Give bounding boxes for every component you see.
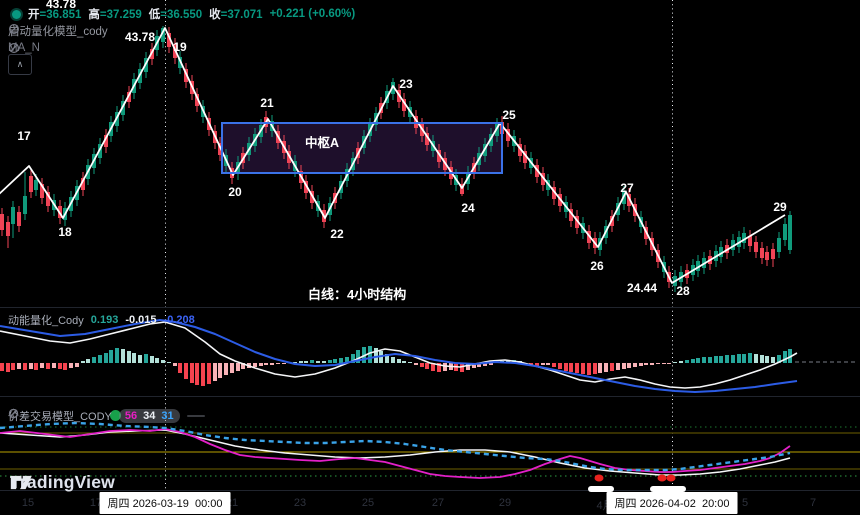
pivot-label: 26 [590, 259, 604, 273]
signal-marker-dot [657, 474, 667, 482]
panel2-magenta-line [0, 428, 791, 479]
high-label: 高 [88, 9, 100, 21]
close-label: 收 [209, 9, 221, 21]
indicator-legend-row-2: MA_N [8, 42, 48, 54]
crosshair-date-label-1: 周四 2026-03-19 00:00 [99, 492, 231, 514]
price-label-top: 43.78 [46, 0, 77, 11]
low-value: =36.550 [160, 9, 203, 21]
pivot-label: 27 [620, 181, 634, 195]
crosshair-date-label-2: 周四 2026-04-02 20:00 [606, 492, 738, 514]
time-tick-label: 25 [361, 497, 375, 509]
panel1-blue-line [0, 319, 798, 393]
time-tick-label: 17 [89, 497, 103, 509]
price-label-high: 43.78 [125, 30, 155, 44]
panel1-value-2: -0.015 [125, 314, 157, 326]
close-value: =37.071 [220, 9, 263, 21]
time-tick-label: 5 [741, 497, 749, 509]
signal-dot [110, 410, 121, 421]
panel2-values-pill: 56 34 31 [118, 409, 180, 423]
panel1-value-1: 0.193 [90, 314, 119, 326]
time-tick-label: 15 [21, 497, 35, 509]
open-value: =36.851 [39, 9, 82, 21]
collapse-legend-button[interactable]: ∧ [8, 54, 32, 75]
pivot-label: 19 [173, 40, 187, 54]
pivot-label: 22 [330, 227, 344, 241]
time-tick-label: 29 [498, 497, 512, 509]
panel2-title: 价差交易模型_CODY [8, 411, 112, 423]
tradingview-mark-icon [10, 475, 32, 490]
pivot-label: 29 [773, 200, 787, 214]
pivot-label: 20 [228, 185, 242, 199]
low-label: 低 [148, 9, 161, 21]
time-tick-label: 27 [431, 497, 445, 509]
pivot-label: 23 [399, 77, 413, 91]
pivot-label: 18 [58, 225, 72, 239]
panel2-legend: 价差交易模型_CODY 56 34 31 [8, 408, 219, 424]
time-tick-label: 7 [809, 497, 817, 509]
panel2-value-1: 56 [124, 410, 138, 422]
tradingview-logo[interactable]: TradingView [10, 472, 115, 493]
ohlc-legend: 开=36.851 高=37.259 低=36.550 收=37.071 +0.2… [12, 6, 355, 22]
box-label[interactable]: 中枢A [305, 136, 340, 150]
open-label: 开 [28, 9, 40, 21]
signal-marker-dot [594, 474, 604, 482]
pivot-label: 21 [260, 96, 274, 110]
series-status-icon [12, 9, 21, 19]
panel2-muted-pill [8, 408, 205, 419]
signal-marker-bar [588, 486, 614, 492]
pivot-label: 28 [676, 284, 690, 298]
pivot-label: 17 [17, 129, 31, 143]
pivot-label: 25 [502, 108, 516, 122]
indicator-legend-row-1: 启动量化模型_cody [8, 23, 116, 39]
signal-marker-dot [666, 474, 676, 482]
indicator-2-title: MA_N [8, 42, 40, 54]
tradingview-logo-text: TradingView [10, 472, 115, 492]
price-label-low: 24.44 [627, 281, 657, 295]
panel1-white-line [0, 321, 798, 389]
change-value: +0.221 (+0.60%) [269, 8, 356, 20]
central-zone-box-border[interactable] [221, 122, 503, 174]
panel2-value-2: 34 [143, 410, 156, 422]
panel1-value-3: -0.208 [163, 314, 195, 326]
panel1-legend: 动能量化_Cody 0.193 -0.015 -0.208 [8, 312, 195, 328]
time-tick-label: 23 [293, 497, 307, 509]
structure-note[interactable]: 白线：4小时结构 [308, 287, 407, 302]
zigzag-structure-line[interactable] [0, 27, 786, 284]
panel2-value-3: 31 [161, 410, 174, 422]
signal-marker-bar [650, 486, 686, 492]
indicator-1-title: 启动量化模型_cody [8, 26, 108, 38]
panel1-title: 动能量化_Cody [8, 315, 84, 327]
high-value: =37.259 [99, 9, 142, 21]
panel2-cyan-dashed-line [0, 421, 791, 472]
time-axis[interactable]: 周四 2026-03-19 00:00 周四 2026-04-02 20:00 … [0, 490, 860, 515]
pivot-label: 24 [461, 201, 475, 215]
chevron-up-icon: ∧ [16, 59, 24, 69]
